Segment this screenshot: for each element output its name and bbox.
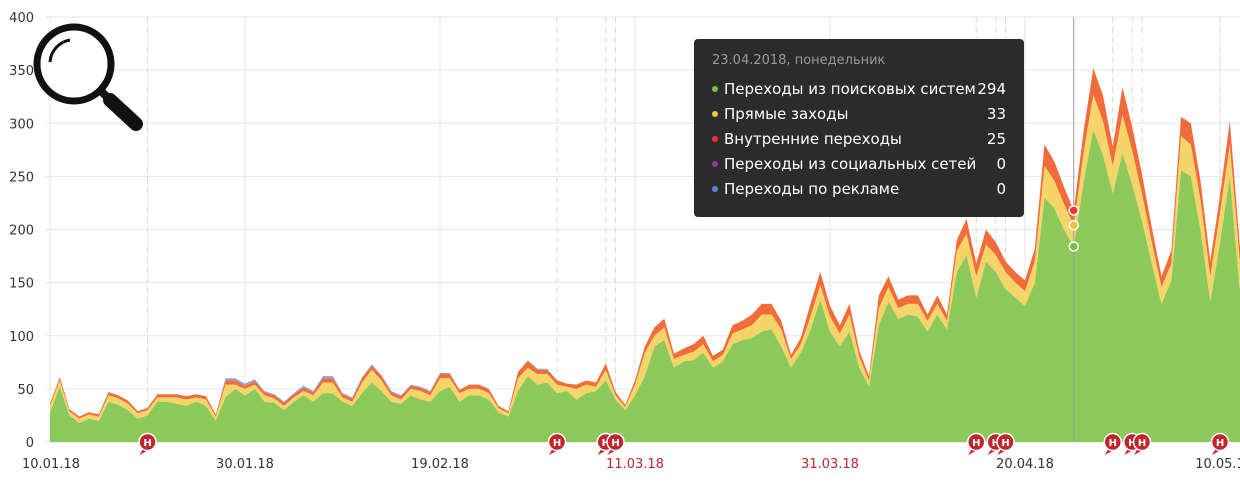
y-tick-label: 350 (9, 64, 34, 79)
x-tick-label: 30.01.18 (216, 457, 274, 472)
y-tick-label: 150 (9, 277, 34, 292)
tooltip-value: 0 (996, 179, 1006, 198)
tooltip-value: 0 (996, 154, 1006, 173)
tooltip-row-social: Переходы из социальных сетей 0 (712, 151, 1006, 176)
marker-badge (606, 432, 625, 452)
marker-badge (138, 432, 157, 452)
tooltip-label: Переходы по рекламе (724, 179, 900, 198)
tooltip-label: Прямые заходы (724, 104, 849, 123)
marker-badge (1210, 432, 1230, 452)
y-tick-label: 300 (9, 117, 34, 132)
x-tick-label: 31.03.18 (801, 457, 859, 472)
y-tick-label: 250 (9, 170, 34, 185)
tooltip-value: 25 (986, 129, 1006, 148)
tooltip-row-internal: Внутренние переходы 25 (712, 126, 1006, 151)
marker-label: Н (1216, 438, 1224, 449)
y-tick-label: 50 (17, 383, 34, 398)
x-tick-label: 10.01.18 (22, 457, 80, 472)
series-area-2 (50, 68, 1240, 419)
series-area-0 (50, 129, 1240, 442)
series-dot-icon (712, 185, 718, 192)
tooltip-row-ads: Переходы по рекламе 0 (712, 176, 1006, 201)
marker-badge (1132, 432, 1152, 452)
marker-label: Н (553, 438, 561, 449)
hover-point-2 (1068, 205, 1079, 216)
annotation-marker[interactable]: Н (1103, 432, 1122, 456)
hover-highlight (1068, 17, 1079, 442)
hover-point-1 (1068, 220, 1079, 231)
tooltip-label: Переходы из поисковых систем (724, 79, 976, 98)
marker-label: Н (1109, 438, 1117, 449)
series-dot-icon (712, 110, 718, 117)
tooltip-value: 33 (986, 104, 1006, 123)
marker-label: Н (611, 438, 619, 449)
annotation-marker[interactable]: Н (1132, 432, 1152, 456)
series-area-1 (50, 94, 1240, 423)
tooltip-row-direct: Прямые заходы 33 (712, 101, 1006, 126)
tooltip-value: 294 (977, 79, 1006, 98)
marker-label: Н (1128, 438, 1136, 449)
x-axis-ticks: 10.01.18 30.01.18 19.02.18 11.03.18 31.03.18… (22, 457, 1240, 472)
series-dot-icon (712, 135, 718, 142)
series-dot-icon (712, 85, 718, 92)
stacked-areas (50, 68, 1240, 442)
annotation-marker[interactable]: Н (547, 432, 567, 456)
y-tick-label: 400 (9, 11, 34, 26)
marker-badge (996, 432, 1015, 452)
marker-badge (967, 432, 986, 452)
annotation-marker[interactable]: Н (138, 432, 157, 456)
tooltip-label: Переходы из социальных сетей (724, 154, 977, 173)
annotation-marker[interactable]: Н (606, 432, 625, 456)
tooltip-label: Внутренние переходы (724, 129, 902, 148)
tooltip-row-search: Переходы из поисковых систем 294 (712, 76, 1006, 101)
marker-label: Н (1138, 438, 1146, 449)
search-icon[interactable] (30, 20, 148, 138)
marker-label: Н (602, 438, 610, 449)
marker-badge (1103, 432, 1122, 452)
annotation-marker[interactable]: Н (967, 432, 986, 456)
marker-label: Н (972, 438, 980, 449)
x-tick-label: 11.03.18 (606, 457, 664, 472)
y-tick-label: 200 (9, 224, 34, 239)
y-axis-ticks: 0 50 100 150 200 250 300 350 400 (9, 11, 34, 451)
marker-label: Н (143, 438, 151, 449)
x-tick-label: 19.02.18 (411, 457, 469, 472)
marker-label: Н (992, 438, 1000, 449)
annotation-marker[interactable]: Н (1210, 432, 1230, 456)
marker-badge (547, 432, 567, 452)
marker-label: Н (1001, 438, 1009, 449)
x-tick-label: 10.05.1 (1195, 457, 1240, 472)
y-tick-label: 0 (26, 436, 34, 451)
series-dot-icon (712, 160, 718, 167)
hover-point-0 (1068, 241, 1079, 252)
x-tick-label: 20.04.18 (996, 457, 1054, 472)
annotation-marker[interactable]: Н (996, 432, 1015, 456)
y-tick-label: 100 (9, 330, 34, 345)
chart-tooltip: 23.04.2018, понедельник Переходы из поис… (694, 39, 1024, 217)
tooltip-date: 23.04.2018, понедельник (712, 53, 886, 68)
